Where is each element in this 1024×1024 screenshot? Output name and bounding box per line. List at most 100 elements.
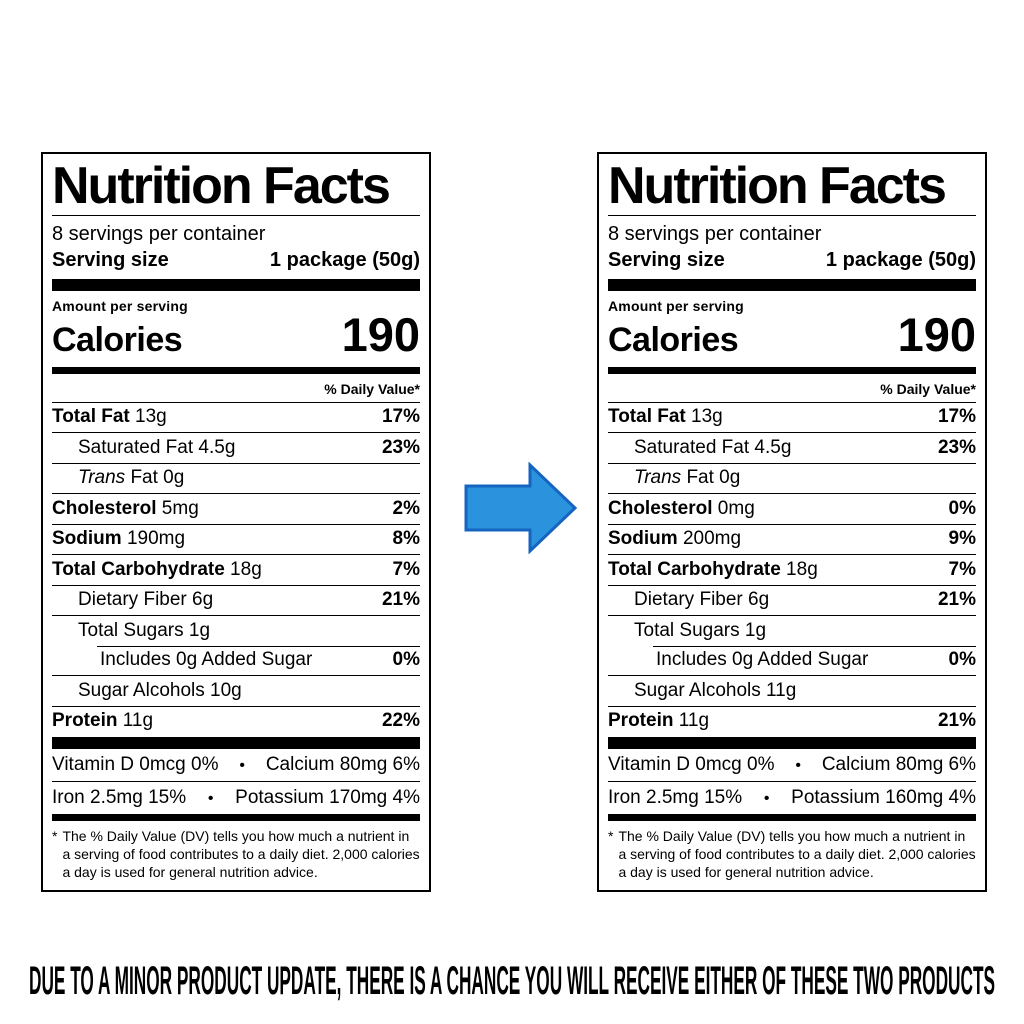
nutrient-dv: 0% — [948, 497, 976, 519]
nutrient-row-cholesterol: Cholesterol 5mg 2% — [52, 493, 420, 524]
calories-row: Calories 190 — [608, 307, 976, 367]
nutrient-name: Includes 0g Added Sugar — [100, 649, 313, 671]
calories-label: Calories — [608, 320, 739, 359]
nutrient-amount: 11g — [673, 710, 710, 732]
nutrient-name: Saturated Fat 4.5g — [634, 436, 792, 458]
nutrient-row-saturated-fat: Saturated Fat 4.5g 23% — [608, 432, 976, 463]
micronutrient-row-iron-potassium: Iron 2.5mg 15% • Potassium 170mg 4% — [52, 780, 420, 814]
label-title: Nutrition Facts — [52, 157, 391, 215]
micronutrient-left: Iron 2.5mg 15% — [52, 786, 187, 808]
nutrient-amount: 11g — [117, 710, 154, 732]
nutrient-name: Sugar Alcohols 11g — [634, 679, 797, 701]
nutrient-row-total-fat: Total Fat 13g 17% — [608, 401, 976, 433]
divider-bar-thick — [52, 736, 420, 749]
daily-value-header: % Daily Value* — [324, 380, 420, 397]
nutrient-name: Cholesterol — [608, 497, 713, 519]
nutrient-dv: 7% — [392, 558, 420, 580]
nutrient-name: Includes 0g Added Sugar — [656, 649, 869, 671]
nutrient-dv: 8% — [392, 528, 420, 550]
change-arrow — [464, 461, 578, 555]
nutrient-row-total-fat: Total Fat 13g 17% — [52, 401, 420, 433]
divider-bar-thick — [608, 278, 976, 291]
nutrient-name: Protein — [608, 710, 674, 732]
nutrient-name: Sodium — [608, 528, 678, 550]
divider-bar-thick — [608, 736, 976, 749]
nutrient-name: Total Carbohydrate — [52, 558, 225, 580]
nutrient-name: Fat 0g — [125, 467, 185, 489]
nutrient-name: Total Sugars 1g — [634, 619, 767, 641]
micronutrient-right: Potassium 170mg 4% — [235, 786, 420, 808]
nutrient-name: Total Fat — [52, 406, 130, 428]
nutrient-name: Cholesterol — [52, 497, 157, 519]
micronutrient-left: Vitamin D 0mcg 0% — [608, 753, 775, 775]
calories-value: 190 — [897, 307, 976, 361]
nutrient-row-saturated-fat: Saturated Fat 4.5g 23% — [52, 432, 420, 463]
nutrient-dv: 21% — [937, 589, 976, 611]
divider-bar-medium — [52, 366, 420, 374]
calories-label: Calories — [52, 320, 183, 359]
nutrient-row-total-sugars: Total Sugars 1g — [608, 615, 976, 646]
nutrient-amount: 5mg — [156, 497, 199, 519]
nutrient-row-added-sugar: Includes 0g Added Sugar 0% — [608, 645, 976, 676]
serving-size-value: 1 package (50g) — [269, 248, 420, 271]
nutrient-name-italic: Trans — [78, 467, 126, 489]
nutrient-dv: 0% — [392, 649, 420, 671]
divider-bar-medium — [52, 813, 420, 821]
divider-bar-thick — [52, 278, 420, 291]
amount-per-serving-label: Amount per serving — [52, 297, 188, 314]
serving-size-row: Serving size 1 package (50g) — [52, 247, 420, 279]
nutrient-name: Saturated Fat 4.5g — [78, 436, 236, 458]
serving-size-value: 1 package (50g) — [825, 248, 976, 271]
nutrient-dv: 17% — [381, 406, 420, 428]
bullet-separator: • — [795, 756, 801, 774]
nutrient-name: Sodium — [52, 528, 122, 550]
daily-value-footnote: * The % Daily Value (DV) tells you how m… — [608, 821, 976, 882]
nutrient-amount: 18g — [224, 558, 262, 580]
nutrient-name: Fat 0g — [681, 467, 741, 489]
footnote-marker: * — [608, 827, 614, 844]
nutrition-label-original: Nutrition Facts 8 servings per container… — [41, 152, 431, 892]
micronutrient-row-vitamind-calcium: Vitamin D 0mcg 0% • Calcium 80mg 6% — [52, 749, 420, 781]
bullet-separator: • — [763, 789, 770, 807]
nutrient-row-total-sugars: Total Sugars 1g — [52, 615, 420, 646]
nutrient-name: Total Fat — [608, 406, 686, 428]
nutrient-dv: 9% — [948, 528, 976, 550]
nutrient-name: Total Carbohydrate — [608, 558, 781, 580]
nutrient-row-sodium: Sodium 190mg 8% — [52, 523, 420, 555]
footnote-marker: * — [52, 827, 58, 844]
footnote-text: The % Daily Value (DV) tells you how muc… — [62, 827, 420, 881]
nutrient-amount: 190mg — [121, 528, 186, 550]
nutrient-amount: 0mg — [712, 497, 755, 519]
nutrient-dv: 0% — [948, 649, 976, 671]
divider-bar-medium — [608, 813, 976, 821]
nutrition-label-updated: Nutrition Facts 8 servings per container… — [597, 152, 987, 892]
nutrient-row-dietary-fiber: Dietary Fiber 6g 21% — [608, 584, 976, 616]
caption-text: DUE TO A MINOR PRODUCT UPDATE, THERE IS … — [29, 959, 995, 1003]
calories-row: Calories 190 — [52, 307, 420, 367]
micronutrient-right: Calcium 80mg 6% — [265, 753, 420, 775]
nutrient-dv: 23% — [381, 436, 420, 458]
calories-value: 190 — [341, 307, 420, 361]
nutrient-row-total-carbohydrate: Total Carbohydrate 18g 7% — [52, 554, 420, 585]
bullet-separator: • — [239, 756, 245, 774]
nutrient-row-added-sugar: Includes 0g Added Sugar 0% — [52, 645, 420, 676]
nutrient-dv: 17% — [937, 406, 976, 428]
serving-size-row: Serving size 1 package (50g) — [608, 247, 976, 279]
servings-per-container: 8 servings per container — [608, 222, 822, 245]
daily-value-footnote: * The % Daily Value (DV) tells you how m… — [52, 821, 420, 882]
label-title: Nutrition Facts — [608, 157, 947, 215]
nutrient-amount: 13g — [129, 406, 167, 428]
nutrient-row-total-carbohydrate: Total Carbohydrate 18g 7% — [608, 554, 976, 585]
nutrient-name: Total Sugars 1g — [78, 619, 211, 641]
caption-svg: DUE TO A MINOR PRODUCT UPDATE, THERE IS … — [29, 959, 995, 1003]
serving-size-label: Serving size — [52, 248, 169, 271]
micronutrient-left: Iron 2.5mg 15% — [608, 786, 743, 808]
nutrient-dv: 21% — [937, 710, 976, 732]
nutrient-amount: 200mg — [677, 528, 742, 550]
nutrient-dv: 7% — [948, 558, 976, 580]
nutrient-dv: 22% — [381, 710, 420, 732]
nutrient-row-protein: Protein 11g 22% — [52, 705, 420, 737]
nutrient-name-italic: Trans — [634, 467, 682, 489]
micronutrient-row-iron-potassium: Iron 2.5mg 15% • Potassium 160mg 4% — [608, 780, 976, 814]
divider-bar-medium — [608, 366, 976, 374]
